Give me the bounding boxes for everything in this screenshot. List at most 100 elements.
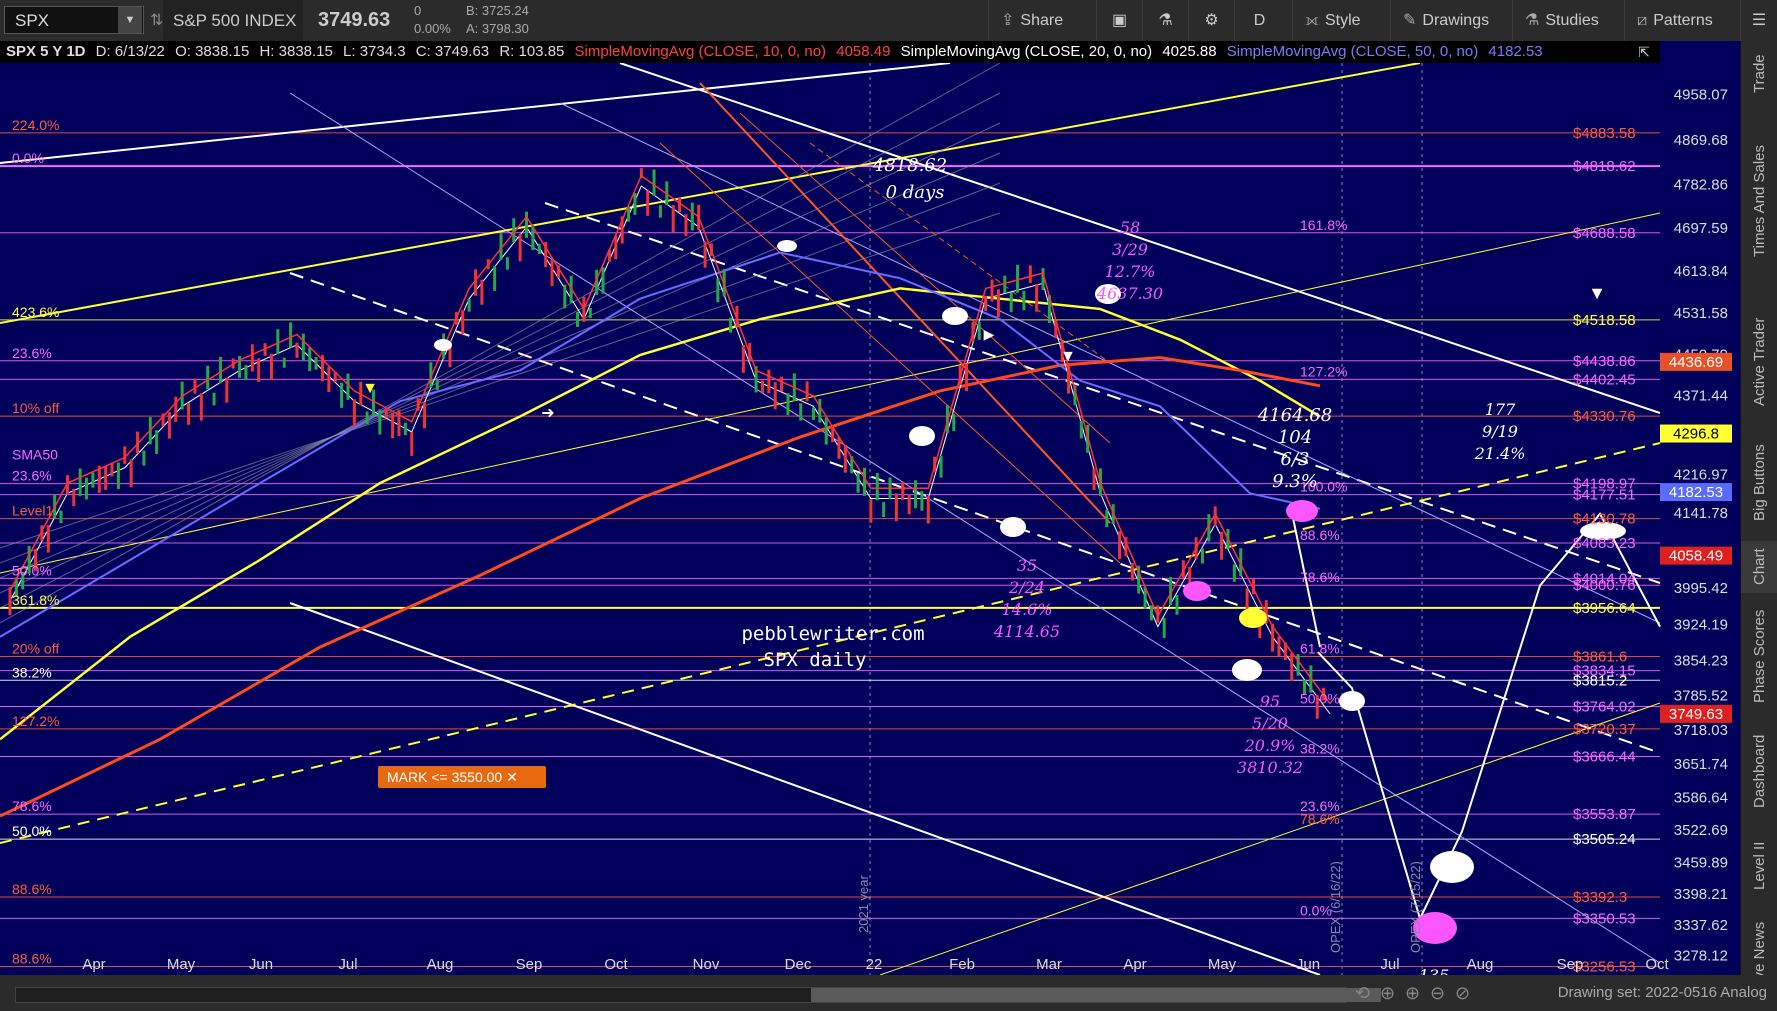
x-tick-label-12: Apr bbox=[1123, 956, 1146, 973]
chevron-down-icon[interactable]: ▼ bbox=[118, 7, 142, 33]
scrollbar-thumb[interactable] bbox=[811, 988, 1381, 1002]
zoom-fit-icon[interactable]: ⊘ bbox=[1455, 983, 1471, 1003]
candle bbox=[257, 358, 261, 382]
sidebar-big-buttons[interactable]: Big Buttons bbox=[1751, 444, 1768, 522]
candle bbox=[811, 407, 815, 420]
marker-ellipse-5 bbox=[1095, 284, 1121, 304]
menu-button[interactable]: ☰ bbox=[1740, 0, 1777, 41]
candle bbox=[620, 216, 624, 244]
candle bbox=[512, 218, 516, 242]
link-icon[interactable]: ⇅ bbox=[150, 12, 164, 29]
chart-svg: ▼ ➜ ▼ ▶ ▼ 224.0% 0.0% 423.6% 23.6% 10% off SMA50 23… bbox=[0, 63, 1732, 975]
y-tick-label-14: 3854.23 bbox=[1674, 652, 1728, 669]
candle bbox=[786, 393, 790, 416]
patterns-button[interactable]: ⧄ Patterns bbox=[1624, 0, 1740, 41]
chart-area[interactable]: ▼ ➜ ▼ ▶ ▼ 224.0% 0.0% 423.6% 23.6% 10% off SMA50 23… bbox=[0, 63, 1732, 975]
annotation-3-line-1: 104 bbox=[1278, 427, 1312, 448]
sidebar-active-trader[interactable]: Active Trader bbox=[1751, 317, 1768, 407]
layout-button[interactable]: ▣ bbox=[1096, 0, 1142, 41]
sidebar-level-ii[interactable]: Level II bbox=[1751, 841, 1768, 891]
candle bbox=[627, 206, 631, 222]
left-level-label-11: 38.2% bbox=[12, 664, 52, 680]
candle bbox=[550, 259, 554, 287]
marker-ellipse-4 bbox=[1000, 517, 1026, 537]
crosshair-icon[interactable]: ⊕ bbox=[1380, 983, 1396, 1003]
horizontal-scrollbar[interactable] bbox=[15, 987, 1381, 1003]
down-arrow-icon: ▼ bbox=[1060, 348, 1076, 365]
fan-line-1 bbox=[0, 92, 1001, 609]
candle bbox=[563, 284, 567, 309]
candle bbox=[161, 413, 165, 427]
mid-level-label-7: 38.2% bbox=[1300, 741, 1340, 757]
annotation-1-line-3: 4637.30 bbox=[1096, 284, 1163, 303]
zoom-in-icon[interactable]: ⊕ bbox=[1405, 983, 1421, 1003]
candle bbox=[1035, 283, 1039, 312]
candle bbox=[671, 205, 675, 233]
y-tick-label-1: 4869.68 bbox=[1674, 132, 1728, 149]
flask-button[interactable]: ⚗ bbox=[1142, 0, 1188, 41]
candle bbox=[1302, 679, 1306, 695]
scroll-icon[interactable]: ⟲ bbox=[1355, 983, 1371, 1003]
right-level-label-1: $4818.62 bbox=[1573, 158, 1636, 175]
right-level-label-12: $4000.76 bbox=[1573, 577, 1636, 594]
y-tick-label-13: 3924.19 bbox=[1674, 616, 1728, 633]
candle bbox=[952, 413, 956, 432]
annotation-1-line-2: 12.7% bbox=[1105, 262, 1156, 281]
candle bbox=[907, 494, 911, 515]
sidebar-chart[interactable]: Chart bbox=[1741, 541, 1777, 593]
x-tick-label-16: Aug bbox=[1467, 956, 1494, 973]
x-tick-label-7: Nov bbox=[693, 956, 720, 973]
candle bbox=[14, 577, 18, 598]
candle bbox=[1143, 586, 1147, 609]
x-tick-label-10: Feb bbox=[949, 956, 975, 973]
price-axis-bg bbox=[1660, 41, 1740, 975]
orange-diag-2 bbox=[739, 112, 1111, 444]
drawings-button[interactable]: ✎ Drawings bbox=[1390, 0, 1512, 41]
marker-ellipse-1 bbox=[434, 339, 452, 351]
candle bbox=[1041, 268, 1045, 291]
zoom-out-icon[interactable]: ⊖ bbox=[1430, 983, 1446, 1003]
candle bbox=[576, 311, 580, 327]
candle bbox=[914, 480, 918, 509]
right-level-label-15: $3834.15 bbox=[1573, 663, 1636, 680]
settings-button[interactable]: ⚙ bbox=[1188, 0, 1234, 41]
candle bbox=[85, 477, 89, 500]
right-level-label-0: $4883.58 bbox=[1573, 125, 1636, 142]
fan-line-4 bbox=[0, 182, 1001, 564]
candle bbox=[1290, 653, 1294, 681]
annotation-2-line-2: 14.6% bbox=[1002, 600, 1053, 619]
x-tick-label-14: Jun bbox=[1296, 956, 1320, 973]
candle bbox=[493, 265, 497, 291]
share-icon: ⇪ bbox=[1001, 12, 1015, 29]
candle bbox=[1188, 566, 1192, 595]
studies-button[interactable]: ⚗ Studies bbox=[1512, 0, 1624, 41]
change-percent: 0.00% bbox=[414, 21, 451, 36]
candle bbox=[1162, 618, 1166, 638]
period-button[interactable]: D bbox=[1234, 0, 1284, 41]
candle bbox=[1130, 562, 1134, 581]
candle bbox=[518, 234, 522, 262]
candle bbox=[480, 279, 484, 305]
candle bbox=[461, 310, 465, 334]
sidebar-times-and-sales[interactable]: Times And Sales bbox=[1751, 145, 1768, 257]
candle bbox=[805, 381, 809, 402]
right-level-label-23: $3350.53 bbox=[1573, 910, 1636, 927]
sidebar-dashboard[interactable]: Dashboard bbox=[1751, 734, 1768, 808]
candle bbox=[187, 403, 191, 425]
candle bbox=[27, 545, 31, 574]
marker-ellipse-13 bbox=[1413, 912, 1457, 944]
year-label: 2021 year bbox=[856, 875, 871, 933]
share-button[interactable]: ⇪ Share bbox=[988, 0, 1096, 41]
collapse-icon[interactable]: ⇱ bbox=[1638, 44, 1650, 60]
candle bbox=[862, 467, 866, 496]
sidebar-trade[interactable]: Trade bbox=[1751, 54, 1768, 94]
y-tick-label-23: 3278.12 bbox=[1674, 947, 1728, 964]
sidebar-phase-scores[interactable]: Phase Scores bbox=[1751, 609, 1768, 703]
style-button[interactable]: ⟗ Style bbox=[1292, 0, 1390, 41]
candle bbox=[416, 398, 420, 411]
opex-label-2: OPEX (7/15/22) bbox=[1408, 861, 1423, 953]
candle bbox=[703, 241, 707, 268]
annotation-4-line-1: 5/20 bbox=[1252, 714, 1288, 733]
fan-line-5 bbox=[0, 212, 1001, 549]
top-toolbar: SPX ▼ ⇅ S&P 500 INDEX 3749.63 0 0.00% B:… bbox=[0, 0, 1777, 42]
